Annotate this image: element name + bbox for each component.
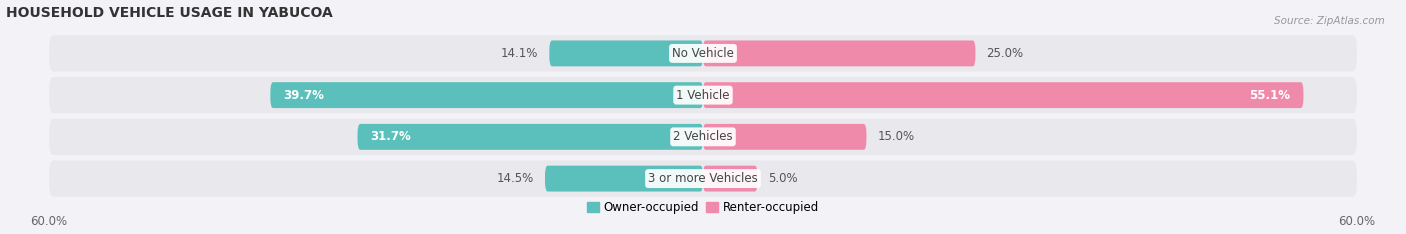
Text: 14.5%: 14.5% xyxy=(496,172,534,185)
Text: 14.1%: 14.1% xyxy=(501,47,538,60)
FancyBboxPatch shape xyxy=(357,124,703,150)
Text: 5.0%: 5.0% xyxy=(769,172,799,185)
Text: HOUSEHOLD VEHICLE USAGE IN YABUCOA: HOUSEHOLD VEHICLE USAGE IN YABUCOA xyxy=(6,6,332,20)
Text: 39.7%: 39.7% xyxy=(284,89,325,102)
Text: Source: ZipAtlas.com: Source: ZipAtlas.com xyxy=(1274,16,1385,26)
Legend: Owner-occupied, Renter-occupied: Owner-occupied, Renter-occupied xyxy=(582,196,824,219)
FancyBboxPatch shape xyxy=(703,82,1303,108)
FancyBboxPatch shape xyxy=(49,77,1357,113)
Text: 55.1%: 55.1% xyxy=(1250,89,1291,102)
FancyBboxPatch shape xyxy=(546,166,703,191)
FancyBboxPatch shape xyxy=(550,40,703,66)
Text: 31.7%: 31.7% xyxy=(371,130,412,143)
FancyBboxPatch shape xyxy=(270,82,703,108)
FancyBboxPatch shape xyxy=(703,166,758,191)
Text: 25.0%: 25.0% xyxy=(987,47,1024,60)
Text: No Vehicle: No Vehicle xyxy=(672,47,734,60)
Text: 2 Vehicles: 2 Vehicles xyxy=(673,130,733,143)
FancyBboxPatch shape xyxy=(49,35,1357,72)
FancyBboxPatch shape xyxy=(49,119,1357,155)
Text: 15.0%: 15.0% xyxy=(877,130,914,143)
Text: 1 Vehicle: 1 Vehicle xyxy=(676,89,730,102)
FancyBboxPatch shape xyxy=(703,124,866,150)
Text: 3 or more Vehicles: 3 or more Vehicles xyxy=(648,172,758,185)
FancyBboxPatch shape xyxy=(703,40,976,66)
FancyBboxPatch shape xyxy=(49,161,1357,197)
